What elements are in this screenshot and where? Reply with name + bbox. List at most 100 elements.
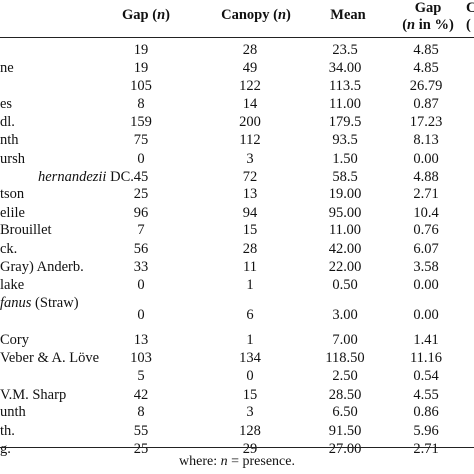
species-name: g. xyxy=(0,441,11,457)
gap-percent: 0.87 xyxy=(413,96,439,112)
gap-percent: 5.96 xyxy=(413,423,439,439)
canopy-count: 1 xyxy=(246,332,254,348)
canopy-count: 28 xyxy=(242,241,258,257)
species-name: Brouillet xyxy=(0,222,52,238)
species-name: dl. xyxy=(0,114,15,130)
species-name: hernandezii DC. xyxy=(38,169,134,185)
mean-value: 28.50 xyxy=(328,387,362,403)
table-row: ne 19 49 34.00 4.85 xyxy=(0,59,474,77)
mean-value: 23.5 xyxy=(332,42,358,58)
gap-percent: 17.23 xyxy=(409,114,443,130)
canopy-count: 94 xyxy=(242,205,258,221)
mean-value: 93.5 xyxy=(332,132,358,148)
table-row: 19 28 23.5 4.85 xyxy=(0,41,474,59)
canopy-count: 6 xyxy=(246,307,254,323)
canopy-count: 134 xyxy=(239,350,261,366)
species-name: nth xyxy=(0,132,19,148)
species-name: es xyxy=(0,96,13,112)
gap-percent: 0.76 xyxy=(413,222,439,238)
table-row: dl. 159 200 179.5 17.23 xyxy=(0,113,474,131)
species-name: ne xyxy=(0,60,14,76)
gap-count: 19 xyxy=(133,42,149,58)
gap-count: 25 xyxy=(133,186,149,202)
header-gap-percent-line1: Gap xyxy=(414,0,442,16)
species-name: tson xyxy=(0,186,25,202)
gap-percent: 8.13 xyxy=(413,132,439,148)
table-row: tson 25 13 19.00 2.71 xyxy=(0,185,474,203)
table-row: nth 75 112 93.5 8.13 xyxy=(0,131,474,149)
gap-percent: 3.58 xyxy=(413,259,439,275)
table-row: 5 0 2.50 0.54 xyxy=(0,367,474,385)
table-row: Veber & A. Löve 103 134 118.50 11.16 xyxy=(0,349,474,367)
gap-count: 13 xyxy=(133,332,149,348)
gap-percent: 26.79 xyxy=(409,78,443,94)
gap-percent: 2.71 xyxy=(413,186,439,202)
gap-count: 55 xyxy=(133,423,149,439)
canopy-count: 3 xyxy=(246,151,254,167)
mean-value: 11.00 xyxy=(328,96,362,112)
mean-value: 11.00 xyxy=(328,222,362,238)
gap-percent: 4.85 xyxy=(413,42,439,58)
footnote: where: n = presence. xyxy=(179,454,295,469)
gap-count: 42 xyxy=(133,387,149,403)
gap-percent: 4.55 xyxy=(413,387,439,403)
mean-value: 34.00 xyxy=(328,60,362,76)
canopy-count: 11 xyxy=(243,259,257,275)
mean-value: 3.00 xyxy=(332,307,358,323)
table-row: fanus (Straw) xyxy=(0,294,474,312)
species-name: Cory xyxy=(0,332,29,348)
table-row: th. 55 128 91.50 5.96 xyxy=(0,422,474,440)
header-rule xyxy=(0,37,474,38)
gap-percent: 0.86 xyxy=(413,404,439,420)
mean-value: 1.50 xyxy=(332,151,358,167)
gap-percent: 2.71 xyxy=(413,441,439,457)
header-gap: Gap (n) xyxy=(118,7,174,24)
table-row: Brouillet 7 15 11.00 0.76 xyxy=(0,221,474,239)
mean-value: 2.50 xyxy=(332,368,358,384)
table-row: V.M. Sharp 42 15 28.50 4.55 xyxy=(0,386,474,404)
mean-value: 118.50 xyxy=(325,350,365,366)
species-name: lake xyxy=(0,277,25,293)
gap-count: 19 xyxy=(133,60,149,76)
gap-count: 96 xyxy=(133,205,149,221)
gap-count: 8 xyxy=(137,96,145,112)
gap-percent: 10.4 xyxy=(413,205,439,221)
species-name: fanus (Straw) xyxy=(0,295,79,311)
canopy-count: 29 xyxy=(242,441,258,457)
species-name: unth xyxy=(0,404,26,420)
canopy-count: 122 xyxy=(239,78,261,94)
gap-count: 105 xyxy=(130,78,152,94)
mean-value: 179.5 xyxy=(328,114,362,130)
canopy-count: 49 xyxy=(242,60,258,76)
species-name: th. xyxy=(0,423,15,439)
canopy-count: 128 xyxy=(239,423,261,439)
header-mean: Mean xyxy=(318,7,378,24)
canopy-count: 14 xyxy=(242,96,258,112)
mean-value: 113.5 xyxy=(328,78,362,94)
table-row: hernandezii DC. 45 72 58.5 4.88 xyxy=(0,168,474,186)
table-row: Cory 13 1 7.00 1.41 xyxy=(0,331,474,349)
canopy-count: 0 xyxy=(246,368,254,384)
canopy-count: 72 xyxy=(242,169,258,185)
mean-value: 95.00 xyxy=(328,205,362,221)
table-row: 0 6 3.00 0.00 xyxy=(0,306,474,324)
mean-value: 19.00 xyxy=(328,186,362,202)
header-canopy-label: Canopy (n) xyxy=(221,7,291,23)
gap-count: 159 xyxy=(130,114,152,130)
table-row: es 8 14 11.00 0.87 xyxy=(0,95,474,113)
table-row: Gray) Anderb. 33 11 22.00 3.58 xyxy=(0,258,474,276)
header-cut-line1: C xyxy=(466,0,474,16)
mean-value: 6.50 xyxy=(332,404,358,420)
mean-value: 0.50 xyxy=(332,277,358,293)
canopy-count: 200 xyxy=(239,114,261,130)
species-name: V.M. Sharp xyxy=(0,387,67,403)
gap-count: 75 xyxy=(133,132,149,148)
gap-count: 45 xyxy=(133,169,149,185)
table-row: lake 0 1 0.50 0.00 xyxy=(0,276,474,294)
gap-count: 103 xyxy=(130,350,152,366)
species-name: Veber & A. Löve xyxy=(0,350,100,366)
gap-count: 8 xyxy=(137,404,145,420)
gap-percent: 0.00 xyxy=(413,151,439,167)
mean-value: 22.00 xyxy=(328,259,362,275)
gap-count: 7 xyxy=(137,222,145,238)
